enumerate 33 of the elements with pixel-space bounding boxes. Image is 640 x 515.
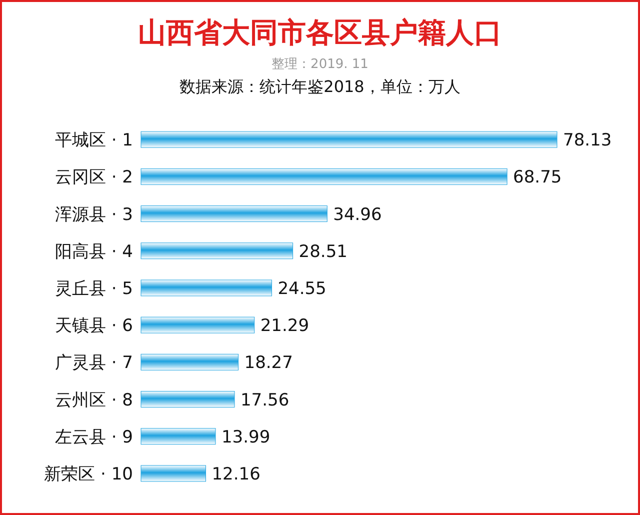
- bar: [140, 242, 294, 260]
- bar: [140, 316, 255, 334]
- y-tick-label: 云冈区 · 2: [54, 168, 133, 188]
- chart-title: 山西省大同市各区县户籍人口: [138, 16, 502, 49]
- data-label: 18.27: [244, 353, 293, 374]
- data-label: 68.75: [513, 168, 562, 188]
- bar: [140, 465, 206, 482]
- y-tick-label: 广灵县 · 7: [54, 353, 133, 374]
- bar: [140, 206, 328, 222]
- y-tick-label: 云州区 · 8: [54, 390, 133, 410]
- bar: [140, 131, 558, 148]
- data-label: 28.51: [298, 242, 348, 262]
- data-label: 34.96: [333, 204, 382, 225]
- data-label: 78.13: [563, 130, 612, 151]
- data-label: 24.55: [278, 278, 326, 299]
- bar: [140, 428, 216, 445]
- y-tick-label: 灵丘县 · 5: [54, 278, 133, 299]
- y-tick-label: 新荣区 · 10: [44, 464, 133, 484]
- chart-subtitle: 整理：2019. 11: [272, 57, 368, 72]
- bar: [140, 168, 508, 185]
- source-note: 数据来源：统计年鉴2018，单位：万人: [180, 77, 460, 96]
- bar: [140, 391, 235, 408]
- data-label: 17.56: [240, 390, 290, 410]
- y-tick-label: 天镇县 · 6: [54, 316, 133, 336]
- y-tick-label: 阳高县 · 4: [54, 242, 133, 262]
- data-label: 21.29: [260, 316, 310, 336]
- data-label: 12.16: [212, 464, 260, 484]
- data-label: 13.99: [221, 427, 270, 448]
- y-tick-label: 浑源县 · 3: [54, 204, 133, 225]
- y-tick-label: 平城区 · 1: [54, 130, 133, 151]
- bar: [140, 280, 272, 296]
- y-tick-label: 左云县 · 9: [54, 427, 133, 448]
- bar: [140, 354, 239, 370]
